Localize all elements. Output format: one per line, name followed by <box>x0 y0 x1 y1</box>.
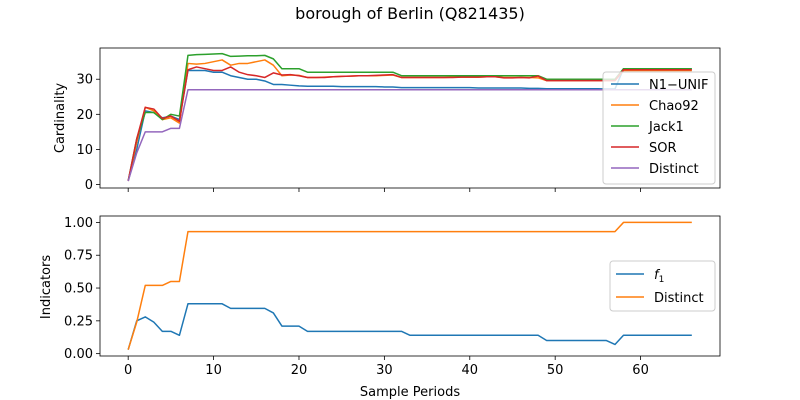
cardinality-ticks: 0 10 20 30 <box>76 73 641 193</box>
cardinality-ylabel: Cardinality <box>53 83 68 154</box>
chart-title: borough of Berlin (Q821435) <box>295 4 525 23</box>
cardinality-legend-box <box>602 71 716 185</box>
legend-label-f1: f1 <box>654 268 664 285</box>
indicators-line-f1 <box>127 303 692 350</box>
cardinality-line-n1-unif <box>127 67 692 182</box>
cardinality-frame <box>99 47 721 189</box>
indicators-ytick-label: 0.75 <box>64 249 93 264</box>
cardinality-legend: N1−UNIF Chao92 Jack1 SOR Distinct <box>602 71 716 185</box>
legend-label-jack1: Jack1 <box>648 120 684 135</box>
legend-label-distinct-top: Distinct <box>649 162 699 177</box>
cardinality-axes: 0 10 20 30 Cardinality N1−UNIF Chao92 Jack1… <box>53 47 721 193</box>
indicators-axes: 0 10 20 30 40 50 60 0.00 0.25 0.50 0.75 1.00 Indica… <box>39 215 721 400</box>
indicators-xtick-label: 60 <box>632 363 649 378</box>
indicators-frame <box>99 215 721 357</box>
indicators-xtick-label: 10 <box>205 363 222 378</box>
indicators-legend: f1 Distinct <box>609 260 716 312</box>
cardinality-ytick-label: 0 <box>85 178 93 193</box>
indicators-ytick-label: 0.00 <box>64 347 93 362</box>
cardinality-ytick-label: 10 <box>76 143 93 158</box>
indicators-xtick-label: 40 <box>462 363 479 378</box>
indicators-xtick-label: 20 <box>291 363 308 378</box>
indicators-ytick-label: 1.00 <box>64 216 93 231</box>
legend-label-distinct-bottom: Distinct <box>654 291 704 306</box>
x-axis-label: Sample Periods <box>360 385 460 400</box>
indicators-ytick-label: 0.50 <box>64 282 93 297</box>
cardinality-ytick-label: 20 <box>76 108 93 123</box>
cardinality-ytick-label: 30 <box>76 73 93 88</box>
cardinality-series <box>127 52 692 182</box>
indicators-ticks: 0 10 20 30 40 50 60 0.00 0.25 0.50 0.75 1.00 <box>64 216 649 378</box>
indicators-xtick-label: 30 <box>376 363 393 378</box>
indicators-line-distinct <box>127 221 692 350</box>
legend-label-chao92: Chao92 <box>649 99 699 114</box>
indicators-series <box>127 221 692 350</box>
cardinality-line-distinct <box>127 89 692 182</box>
indicators-ylabel: Indicators <box>39 255 54 319</box>
indicators-ytick-label: 0.25 <box>64 314 93 329</box>
indicators-xtick-label: 50 <box>547 363 564 378</box>
legend-label-n1-unif: N1−UNIF <box>649 78 708 93</box>
legend-label-sor: SOR <box>649 141 677 156</box>
cardinality-line-jack1 <box>127 52 692 182</box>
cardinality-line-sor <box>127 66 692 182</box>
indicators-xtick-label: 0 <box>124 363 132 378</box>
